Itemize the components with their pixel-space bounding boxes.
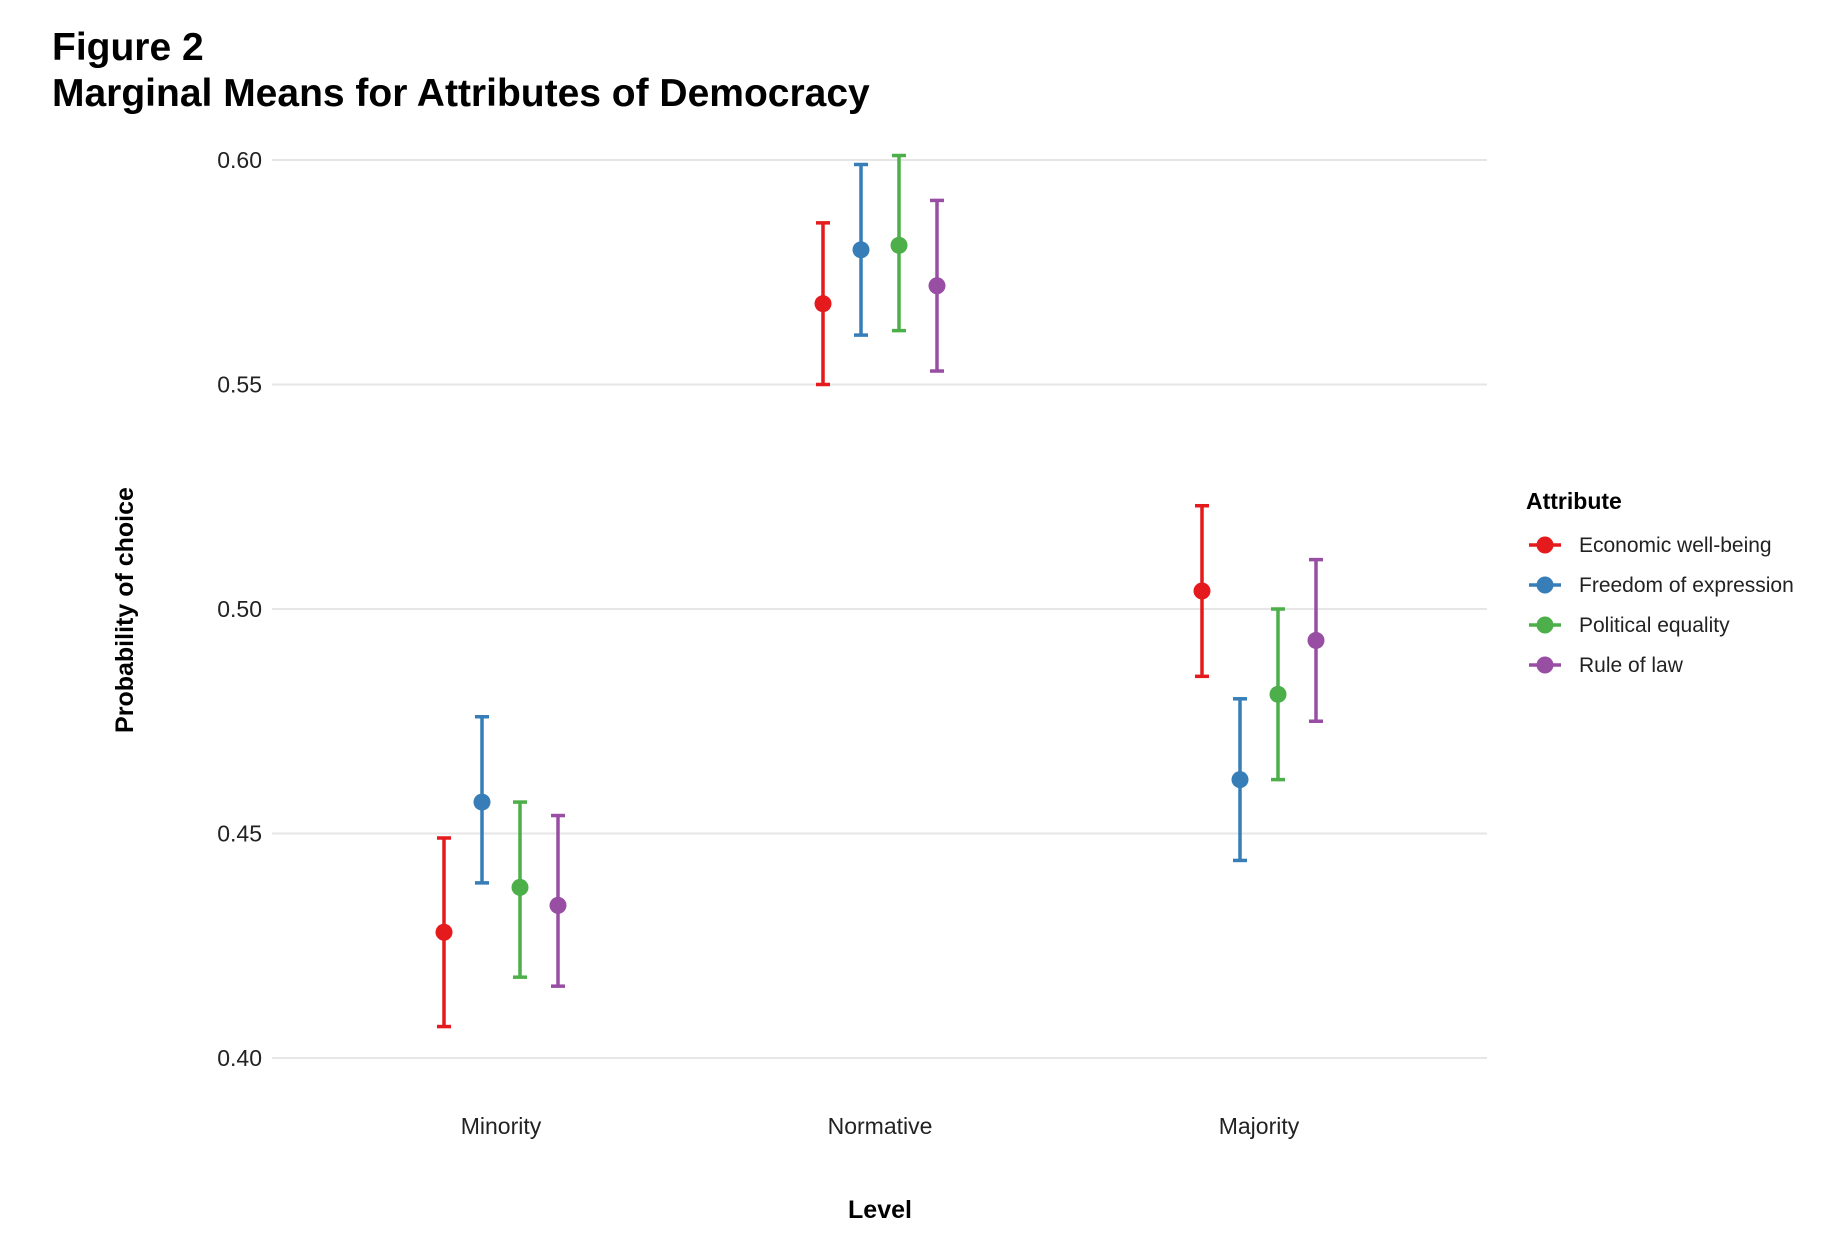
series-economic-well-being [435, 221, 1211, 1029]
series-political-equality [511, 153, 1287, 979]
x-tick-label: Normative [828, 1113, 933, 1139]
data-point [1193, 582, 1211, 600]
y-axis: 0.40 0.45 0.50 0.55 0.60 [217, 147, 262, 1071]
data-point [852, 241, 870, 259]
x-tick-label: Majority [1219, 1113, 1300, 1139]
legend-item: Rule of law [1529, 654, 1684, 677]
legend-dot-icon [1536, 656, 1554, 674]
legend-item: Political equality [1529, 614, 1730, 637]
y-tick-label: 0.45 [217, 821, 262, 847]
data-point [549, 896, 567, 914]
data-point [814, 295, 832, 313]
legend-dot-icon [1536, 536, 1554, 554]
y-tick-label: 0.55 [217, 372, 262, 398]
y-axis-label: Probability of choice [111, 487, 139, 733]
legend-dot-icon [1536, 576, 1554, 594]
plot-marks [435, 153, 1325, 1029]
y-tick-label: 0.60 [217, 147, 262, 173]
x-axis: Minority Normative Majority [461, 1113, 1300, 1139]
data-point [1231, 771, 1249, 789]
figure-label: Figure 2 [52, 26, 204, 69]
data-point [473, 793, 491, 811]
data-point [928, 277, 946, 295]
x-tick-label: Minority [461, 1113, 542, 1139]
series-freedom-of-expression [473, 162, 1249, 885]
data-point [1269, 685, 1287, 703]
y-tick-label: 0.50 [217, 596, 262, 622]
legend-label: Political equality [1579, 614, 1730, 637]
legend-dot-icon [1536, 616, 1554, 634]
chart-title: Marginal Means for Attributes of Democra… [52, 72, 870, 115]
data-point [435, 923, 453, 941]
legend-item: Freedom of expression [1529, 574, 1794, 597]
legend-item: Economic well-being [1529, 534, 1772, 557]
y-tick-label: 0.40 [217, 1045, 262, 1071]
legend-label: Freedom of expression [1579, 574, 1794, 597]
data-point [511, 878, 529, 896]
x-axis-label: Level [848, 1196, 912, 1224]
series-rule-of-law [549, 198, 1325, 988]
legend-title: Attribute [1526, 488, 1622, 514]
legend-label: Economic well-being [1579, 534, 1772, 557]
gridlines [272, 159, 1487, 1059]
legend-label: Rule of law [1579, 654, 1684, 677]
data-point [890, 236, 908, 254]
data-point [1307, 631, 1325, 649]
legend: Attribute Economic well-being Freedom of … [1526, 488, 1794, 677]
